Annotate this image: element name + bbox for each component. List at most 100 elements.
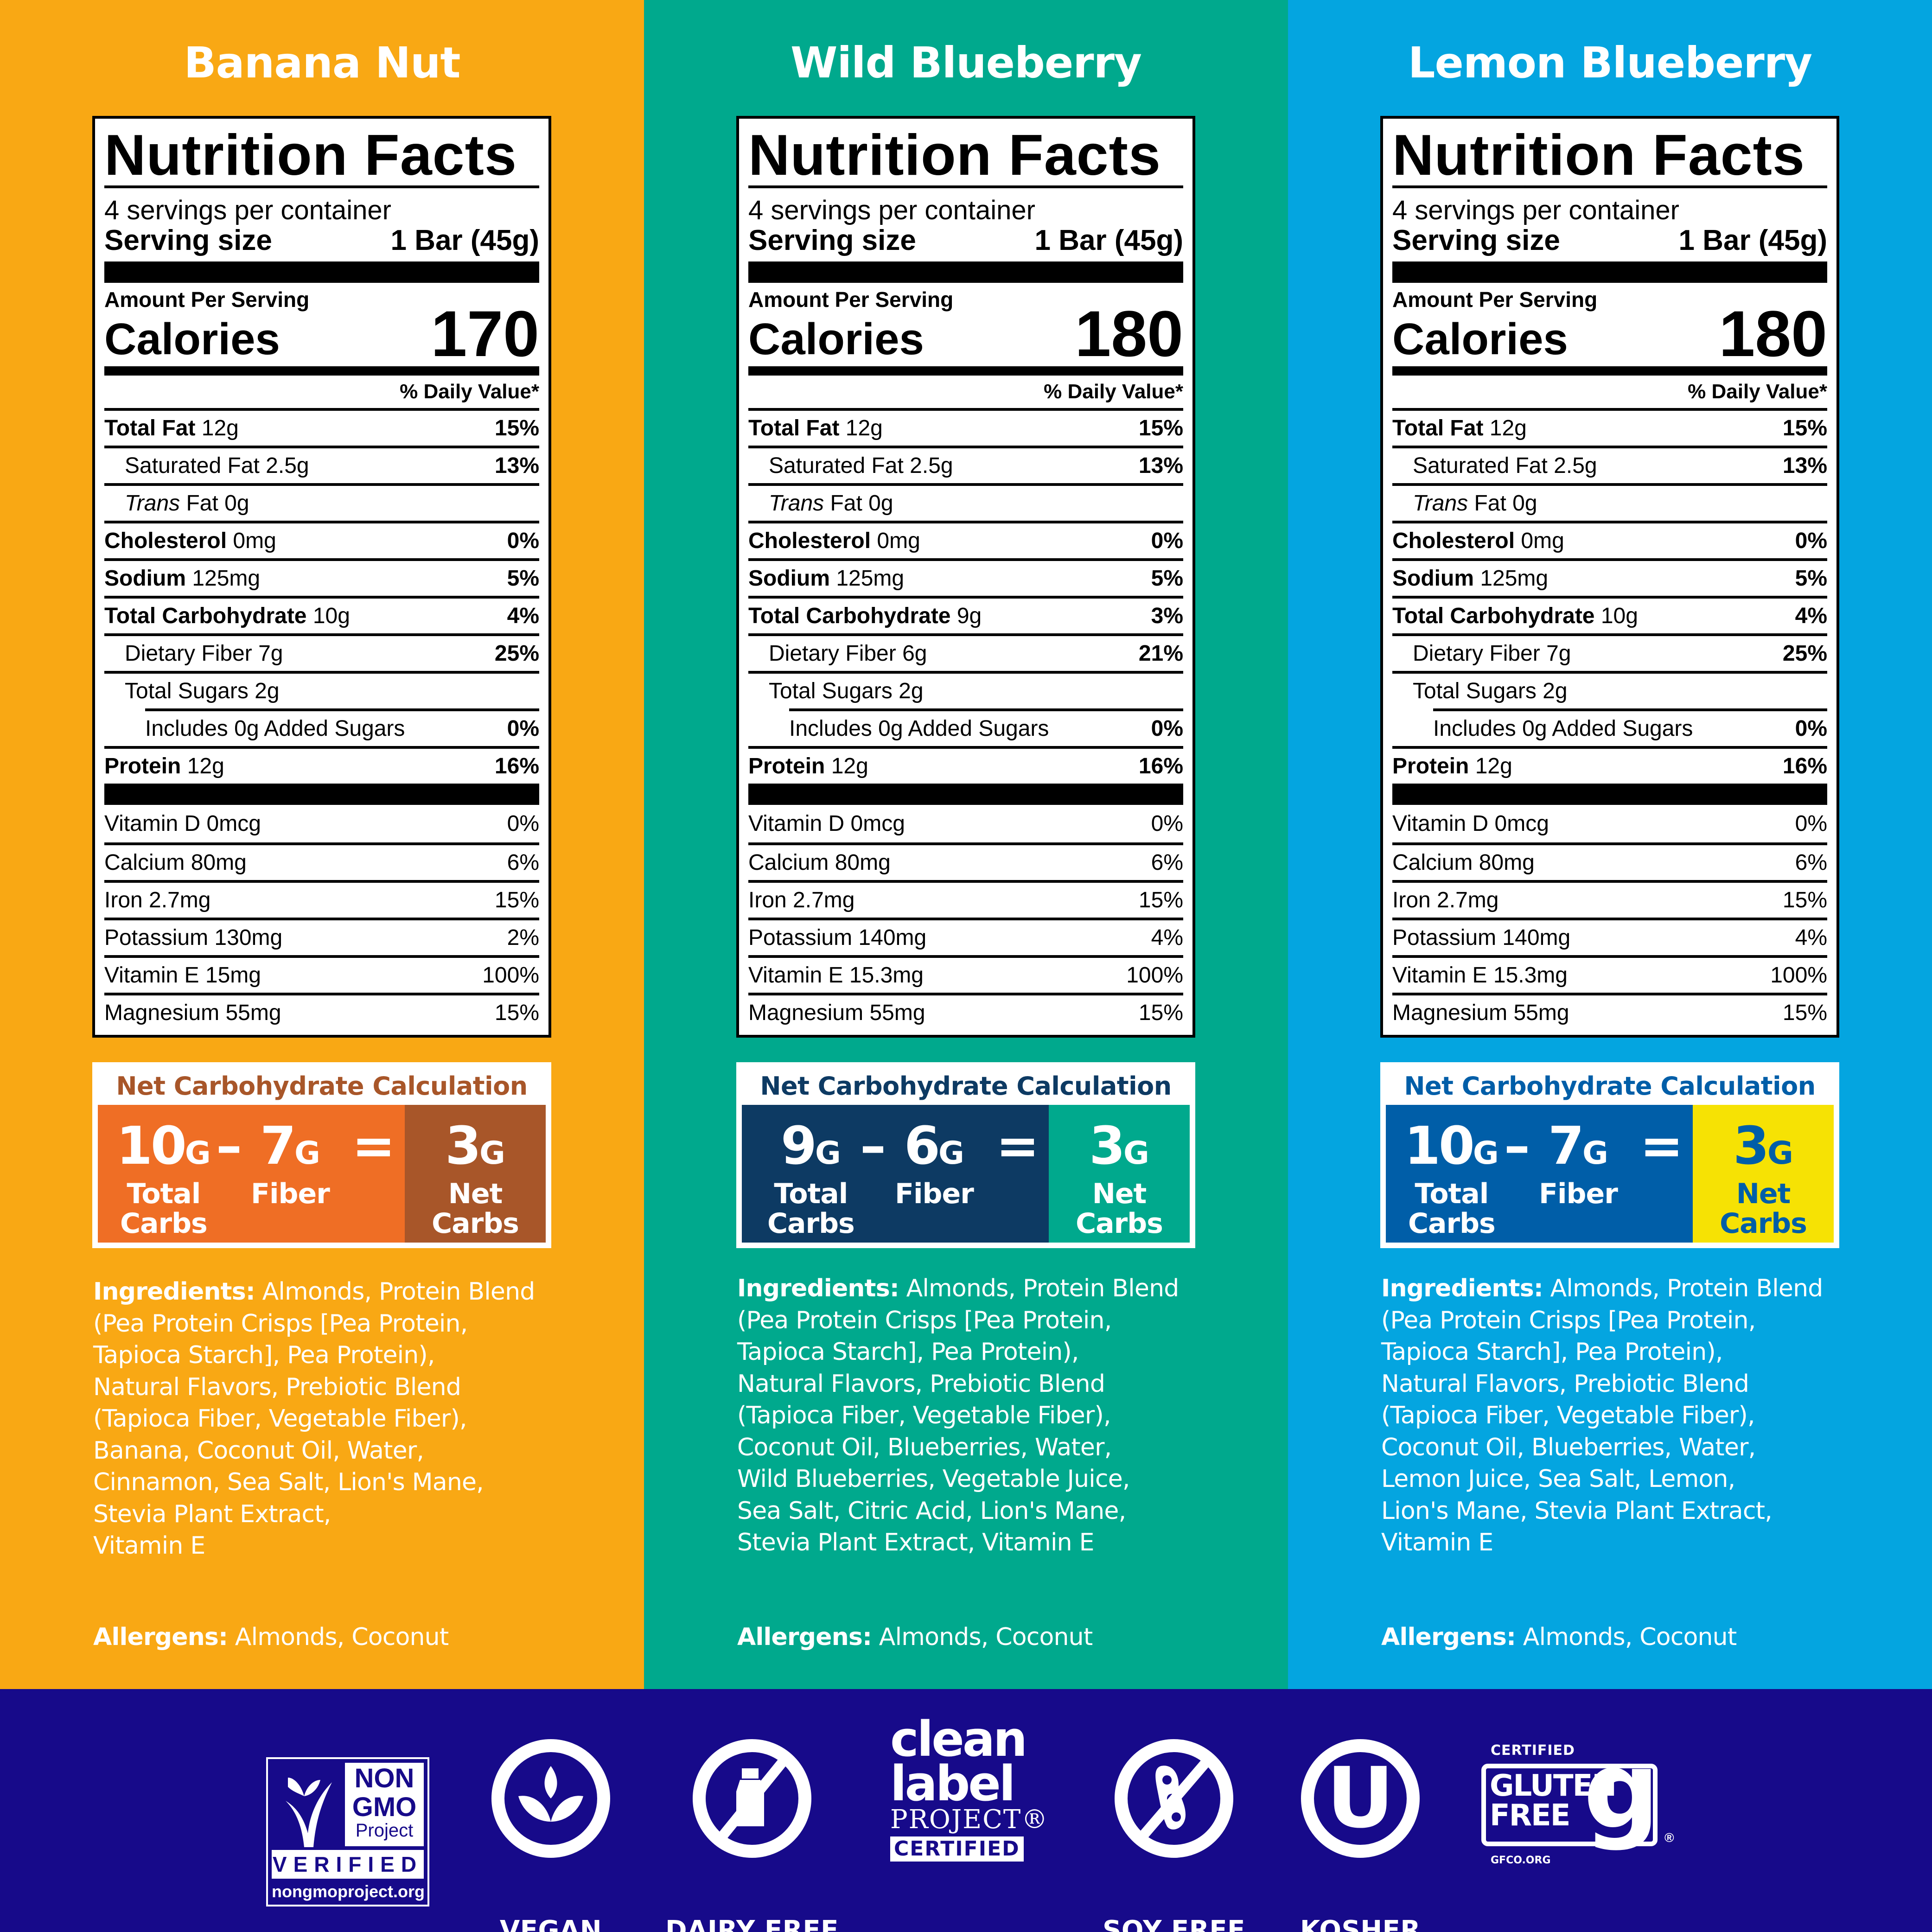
net-carb-title: Net Carbohydrate Calculation (1404, 1071, 1816, 1101)
nutrient-row-saturated-fat: Saturated Fat 2.5g 13% (104, 446, 539, 483)
vitamin-row: Vitamin D 0mcg 0% (104, 811, 539, 836)
vitamin-row: Potassium 140mg 4% (748, 918, 1183, 955)
nutrient-row-protein: Protein 12g 16% (104, 746, 539, 784)
minus-sign: – (1504, 1116, 1530, 1176)
calories-value: 180 (1719, 297, 1827, 370)
product-panel-banana-nut: Banana Nut Nutrition Facts 4 servings pe… (0, 0, 644, 1689)
no-milk-bottle-icon (693, 1739, 811, 1858)
nutrition-facts-title: Nutrition Facts (104, 123, 517, 187)
divider-medium (748, 366, 1183, 376)
calories-value: 170 (431, 297, 539, 370)
divider-thick (104, 784, 539, 805)
nutrient-row-total-fat: Total Fat 12g 15% (748, 408, 1183, 446)
total-carbs-term: 10G Total Carbs (1404, 1116, 1499, 1240)
divider (748, 185, 1183, 188)
net-carb-calculation: Net Carbohydrate Calculation 9G Total Ca… (736, 1062, 1195, 1248)
vitamin-row: Vitamin D 0mcg 0% (1392, 811, 1827, 836)
serving-size-label: Serving size (1392, 224, 1560, 256)
vitamin-row: Vitamin E 15.3mg 100% (1392, 955, 1827, 993)
minus-sign: – (216, 1116, 242, 1176)
nutrient-row-total-sugars: Total Sugars 2g (104, 671, 539, 708)
net-carb-calculation: Net Carbohydrate Calculation 10G Total C… (1380, 1062, 1839, 1248)
net-carb-title: Net Carbohydrate Calculation (116, 1071, 528, 1101)
equals-sign: = (352, 1116, 395, 1176)
calories-row: Calories 170 (104, 301, 539, 366)
vitamin-row: Magnesium 55mg 15% (104, 993, 539, 1030)
equals-sign: = (1640, 1116, 1683, 1176)
fiber-term: 7G Fiber (1539, 1116, 1618, 1210)
vitamin-row: Vitamin E 15.3mg 100% (748, 955, 1183, 993)
daily-value-header: % Daily Value* (400, 380, 539, 403)
serving-size: Serving size 1 Bar (45g) (104, 225, 539, 256)
nutrient-row-sodium: Sodium 125mg 5% (1392, 558, 1827, 596)
nutrient-row-total-sugars: Total Sugars 2g (748, 671, 1183, 708)
gf-frame (1481, 1764, 1658, 1846)
ingredients: Ingredients: Almonds, Protein Blend (Pea… (737, 1275, 1179, 1556)
net-carb-title: Net Carbohydrate Calculation (760, 1071, 1172, 1101)
serving-size: Serving size 1 Bar (45g) (748, 225, 1183, 256)
product-panel-lemon-blueberry: Lemon Blueberry Nutrition Facts 4 servin… (1288, 0, 1932, 1689)
divider-thick (104, 261, 539, 283)
nutrition-facts-title: Nutrition Facts (748, 123, 1161, 187)
calories-label: Calories (104, 314, 280, 364)
vitamin-row: Iron 2.7mg 15% (1392, 880, 1827, 918)
vegan-label: VEGAN (499, 1915, 602, 1932)
divider-medium (104, 366, 539, 376)
serving-size-value: 1 Bar (45g) (390, 224, 539, 256)
total-carbs-term: 10G Total Carbs (116, 1116, 211, 1240)
ingredients: Ingredients: Almonds, Protein Blend (Pea… (1381, 1275, 1823, 1556)
serving-size-value: 1 Bar (45g) (1678, 224, 1827, 256)
amount-per-serving: Amount Per Serving (1392, 287, 1598, 312)
daily-value-header: % Daily Value* (1044, 380, 1183, 403)
clean-label-project-badge: clean label PROJECT® CERTIFIED (890, 1711, 1049, 1862)
vitamin-row: Potassium 140mg 4% (1392, 918, 1827, 955)
servings-per-container: 4 servings per container (1392, 195, 1679, 225)
net-carb-inputs: 10G Total Carbs – 7G Fiber = (1386, 1105, 1693, 1243)
nutrient-row-sodium: Sodium 125mg 5% (748, 558, 1183, 596)
nutrient-row-cholesterol: Cholesterol 0mg 0% (748, 521, 1183, 558)
daily-value-header: % Daily Value* (1688, 380, 1827, 403)
servings-per-container: 4 servings per container (748, 195, 1035, 225)
minus-sign: – (860, 1116, 886, 1176)
vitamin-row: Vitamin D 0mcg 0% (748, 811, 1183, 836)
nutrient-row-protein: Protein 12g 16% (1392, 746, 1827, 784)
certified-gluten-free-badge: CERTIFIED GLUTEN FREE g ® GFCO.ORG (1481, 1733, 1676, 1881)
product-title: Banana Nut (184, 38, 461, 88)
leaf-sprout-icon (491, 1739, 610, 1858)
nutrient-row-sodium: Sodium 125mg 5% (104, 558, 539, 596)
nutrient-row-total-fat: Total Fat 12g 15% (1392, 408, 1827, 446)
soy-free-badge: SOY FREE (1103, 1739, 1245, 1932)
allergens: Allergens: Almonds, Coconut (1381, 1623, 1737, 1651)
net-carbs-result: 3G Net Carbs (405, 1105, 546, 1243)
dairy-free-label: DAIRY FREE (665, 1915, 839, 1932)
ingredients: Ingredients: Almonds, Protein Blend (Pea… (93, 1278, 535, 1560)
gf-g-icon: g (1583, 1729, 1660, 1853)
nutrient-row-added-sugars: Includes 0g Added Sugars 0% (1433, 708, 1827, 746)
serving-size-label: Serving size (104, 224, 272, 256)
certifications-band: NON GMO Project VERIFIED nongmoproject.o… (0, 1689, 1932, 1932)
nutrition-facts-label: Nutrition Facts 4 servings per container… (736, 116, 1195, 1038)
vitamin-row: Magnesium 55mg 15% (1392, 993, 1827, 1030)
plant-butterfly-icon (286, 1778, 332, 1847)
divider-thick (748, 784, 1183, 805)
product-title: Lemon Blueberry (1408, 38, 1812, 88)
soy-free-label: SOY FREE (1103, 1915, 1245, 1932)
kosher-ou-icon: U (1301, 1739, 1420, 1858)
dairy-free-badge: DAIRY FREE (665, 1739, 838, 1932)
divider (104, 185, 539, 188)
net-carb-equation: 10G Total Carbs – 7G Fiber = 3G Net Carb… (98, 1105, 546, 1243)
total-carbs-term: 9G Total Carbs (767, 1116, 855, 1240)
vitamin-row: Vitamin E 15mg 100% (104, 955, 539, 993)
divider-thick (748, 261, 1183, 283)
nutrient-row-total-carbohydrate: Total Carbohydrate 10g 4% (1392, 596, 1827, 633)
nutrient-row-dietary-fiber: Dietary Fiber 6g 21% (748, 633, 1183, 671)
nutrient-row-saturated-fat: Saturated Fat 2.5g 13% (748, 446, 1183, 483)
vitamin-row: Calcium 80mg 6% (1392, 842, 1827, 880)
fiber-term: 6G Fiber (895, 1116, 974, 1210)
divider-thick (1392, 784, 1827, 805)
product-panel-wild-blueberry: Wild Blueberry Nutrition Facts 4 serving… (644, 0, 1288, 1689)
net-carb-equation: 9G Total Carbs – 6G Fiber = 3G Net Carbs (742, 1105, 1190, 1243)
nutrient-row-cholesterol: Cholesterol 0mg 0% (1392, 521, 1827, 558)
non-gmo-wordmark: NON GMO Project (345, 1763, 424, 1846)
kosher-label: KOSHER (1300, 1915, 1421, 1932)
